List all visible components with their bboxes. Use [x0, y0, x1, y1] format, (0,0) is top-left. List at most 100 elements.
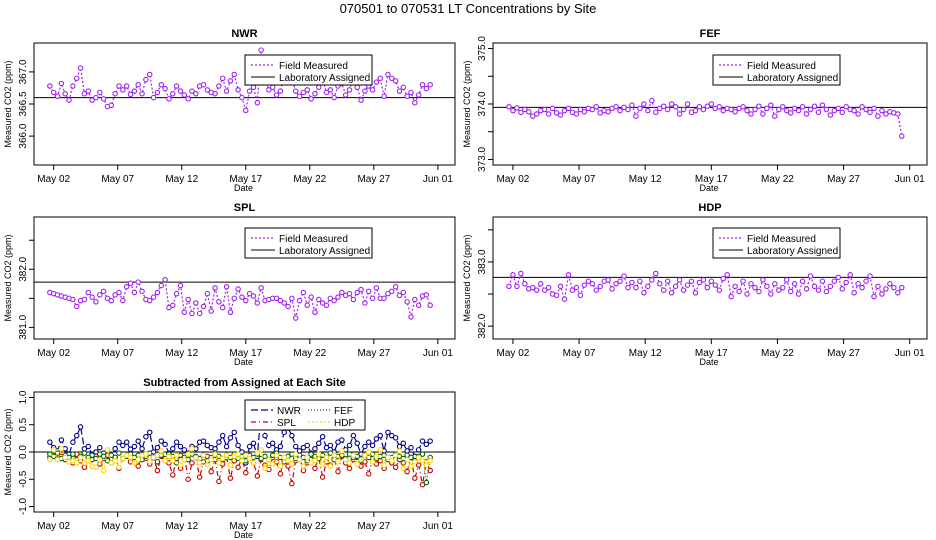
data-point	[327, 442, 334, 449]
data-point	[143, 76, 149, 83]
data-point	[772, 281, 778, 287]
data-point	[131, 88, 138, 94]
data-point	[899, 284, 905, 291]
data-point	[89, 97, 95, 103]
data-point	[389, 75, 395, 82]
data-point	[70, 451, 76, 457]
data-point	[116, 83, 122, 89]
data-point	[381, 93, 387, 100]
data-point	[545, 111, 552, 117]
data-point	[530, 284, 536, 291]
data-point	[537, 281, 544, 287]
data-point	[404, 299, 410, 305]
data-point	[70, 296, 76, 303]
data-point	[732, 283, 738, 290]
panel-title: HDP	[698, 202, 721, 214]
y-tick-label: 0.5	[18, 417, 29, 431]
data-point	[304, 302, 311, 309]
data-point	[541, 106, 548, 113]
x-tick-label: May 12	[165, 174, 198, 185]
data-point	[319, 461, 326, 467]
data-point	[227, 309, 234, 316]
data-point	[412, 475, 418, 481]
panel-fef: FEF May 02 May 07 May 12 May 17 May 22 May 27 J…	[462, 28, 928, 193]
y-tick-label: 366.0	[18, 123, 29, 148]
data-point	[146, 429, 153, 436]
y-axis-label: Measured CO2 (ppm)	[462, 60, 472, 147]
y-tick-label: 382.0	[477, 313, 488, 338]
data-point	[724, 272, 730, 278]
data-point	[377, 75, 383, 82]
data-point	[212, 451, 218, 457]
data-point	[419, 457, 426, 464]
x-tick-label: May 22	[293, 348, 326, 359]
data-point	[235, 442, 241, 449]
data-point	[108, 297, 115, 304]
legend-box	[712, 227, 841, 259]
data-point	[77, 454, 84, 461]
data-point	[300, 89, 307, 96]
y-tick-label: 375.0	[477, 36, 488, 61]
data-point	[362, 443, 368, 450]
data-point	[656, 105, 663, 112]
data-point	[373, 285, 380, 291]
data-point	[235, 286, 241, 292]
data-point	[212, 90, 218, 97]
data-point	[339, 448, 345, 454]
data-point	[204, 462, 211, 468]
data-point	[708, 278, 715, 284]
data-point	[243, 452, 249, 459]
data-point	[851, 290, 857, 296]
data-point	[660, 287, 667, 293]
data-point	[545, 284, 552, 291]
data-point	[227, 78, 234, 84]
data-point	[744, 291, 750, 297]
data-point	[385, 429, 391, 436]
data-point	[530, 113, 536, 119]
data-point	[427, 457, 433, 464]
data-point	[740, 278, 746, 284]
panel-title: FEF	[700, 28, 721, 40]
data-point	[895, 111, 901, 117]
data-point	[292, 443, 299, 450]
data-point	[154, 444, 161, 451]
data-point	[296, 448, 303, 454]
data-point	[289, 461, 295, 467]
data-point	[308, 294, 314, 300]
data-point	[779, 284, 786, 291]
data-point	[839, 286, 846, 292]
data-point	[365, 439, 372, 445]
data-point	[404, 448, 410, 454]
data-point	[262, 432, 268, 439]
data-point	[158, 448, 165, 454]
data-point	[304, 442, 311, 449]
data-point	[269, 440, 276, 447]
data-point	[373, 453, 380, 460]
data-point	[304, 87, 311, 93]
data-point	[664, 278, 671, 284]
data-point	[116, 289, 122, 296]
data-point	[223, 443, 230, 450]
data-point	[748, 281, 754, 287]
data-point	[97, 456, 103, 463]
data-point	[219, 304, 226, 311]
data-point	[312, 465, 318, 472]
data-point	[77, 424, 84, 430]
data-point	[692, 107, 699, 114]
data-point	[181, 456, 188, 463]
data-point	[787, 110, 794, 116]
data-point	[419, 81, 426, 88]
data-point	[154, 289, 161, 296]
data-point	[408, 89, 414, 96]
legend-label: Field Measured	[747, 234, 816, 245]
data-point	[704, 103, 711, 109]
data-point	[246, 455, 253, 462]
data-point	[235, 464, 241, 471]
data-point	[427, 302, 433, 309]
data-point	[193, 454, 199, 461]
data-point	[254, 300, 261, 306]
data-point	[181, 309, 188, 316]
data-point	[70, 83, 76, 89]
data-point	[97, 292, 103, 298]
data-point	[684, 101, 691, 107]
